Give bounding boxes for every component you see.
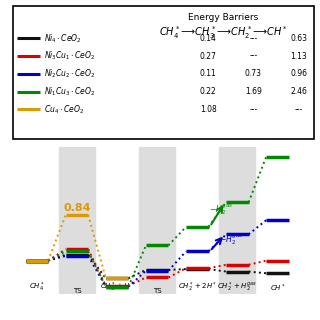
Text: ---: --- <box>249 52 258 60</box>
Text: Energy Barriers: Energy Barriers <box>188 13 259 22</box>
Text: TS: TS <box>73 288 81 293</box>
Text: $Ni_1Cu_3\cdot CeO_2$: $Ni_1Cu_3\cdot CeO_2$ <box>44 85 96 98</box>
Text: $-H_2^{gas}$: $-H_2^{gas}$ <box>219 232 244 246</box>
Text: 0.11: 0.11 <box>200 69 217 78</box>
Text: 1.13: 1.13 <box>290 52 307 60</box>
Text: 1.08: 1.08 <box>200 105 217 114</box>
Text: $Ni_4\cdot CeO_2$: $Ni_4\cdot CeO_2$ <box>44 32 82 44</box>
Text: 2.46: 2.46 <box>290 87 307 96</box>
FancyBboxPatch shape <box>13 6 314 140</box>
Text: 0.73: 0.73 <box>245 69 262 78</box>
Text: $Cu_4\cdot CeO_2$: $Cu_4\cdot CeO_2$ <box>44 103 84 116</box>
Text: $CH^*$: $CH^*$ <box>269 282 285 293</box>
Text: $-H_2^{gas}$: $-H_2^{gas}$ <box>209 202 233 217</box>
Text: 0.14: 0.14 <box>200 34 217 43</box>
Text: $CH_4^*\!\longrightarrow\!CH_3^*\!\longrightarrow\!CH_2^*\!\longrightarrow\!CH^*: $CH_4^*\!\longrightarrow\!CH_3^*\!\longr… <box>159 24 288 41</box>
Text: 0.63: 0.63 <box>290 34 307 43</box>
Text: $CH_3^*+H^*$: $CH_3^*+H^*$ <box>100 280 134 293</box>
Bar <box>219 147 255 294</box>
Text: ---: --- <box>249 34 258 43</box>
Text: 0.27: 0.27 <box>200 52 217 60</box>
Text: 0.22: 0.22 <box>200 87 217 96</box>
Text: $CH_4^*$: $CH_4^*$ <box>29 280 45 293</box>
Text: ---: --- <box>294 105 303 114</box>
Bar <box>139 147 175 294</box>
Text: $Ni_3Cu_1\cdot CeO_2$: $Ni_3Cu_1\cdot CeO_2$ <box>44 50 96 62</box>
Text: $CH_2^*+2H^*$: $CH_2^*+2H^*$ <box>178 280 217 293</box>
Text: 0.84: 0.84 <box>63 203 91 213</box>
Text: 1.69: 1.69 <box>245 87 262 96</box>
Text: 0.96: 0.96 <box>290 69 307 78</box>
Text: $CH_2^*+H_2^{gas}$: $CH_2^*+H_2^{gas}$ <box>217 280 257 293</box>
Text: TS: TS <box>153 288 162 293</box>
Bar <box>59 147 95 294</box>
Text: ---: --- <box>249 105 258 114</box>
Text: $Ni_2Cu_2\cdot CeO_2$: $Ni_2Cu_2\cdot CeO_2$ <box>44 68 96 80</box>
